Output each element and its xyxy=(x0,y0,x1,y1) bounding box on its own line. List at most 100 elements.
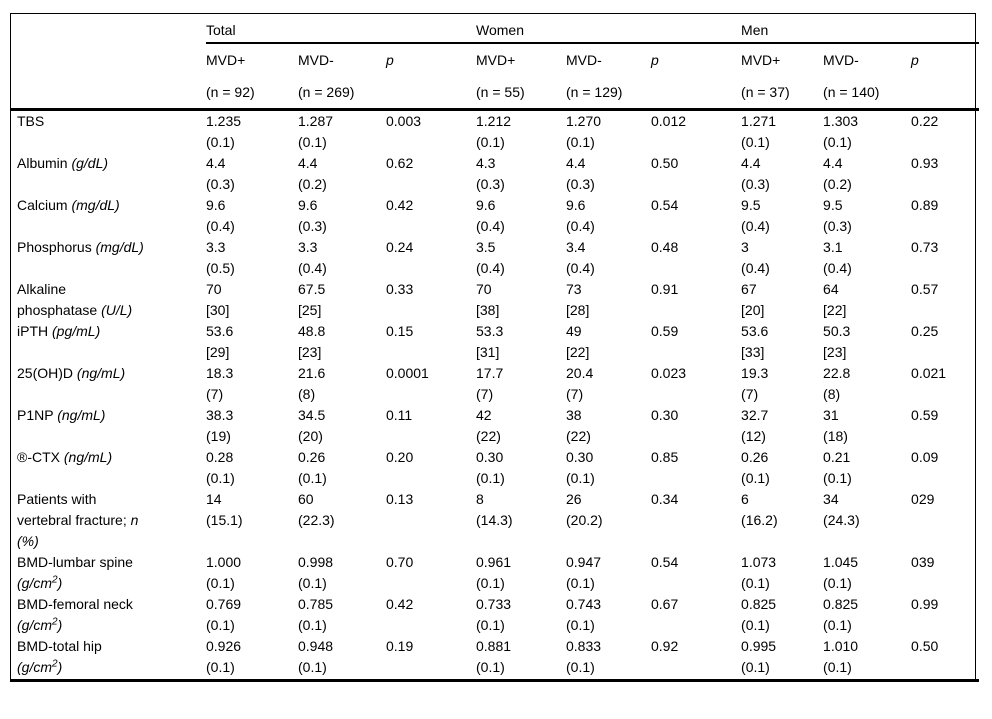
sub-header-cell: p xyxy=(911,43,980,111)
table-row: BMD-total hip (g/cm2) 0.926 (0.1) 0.948 (0.… xyxy=(11,636,980,682)
value-cell: 9.5 (0.4) xyxy=(741,197,770,234)
table-row: iPTH (pg/mL) 53.6 [29] 48.8 [23] 0.15 53.3 [… xyxy=(11,321,979,363)
row-label: P1NP (ng/mL) xyxy=(11,405,206,447)
p-value-cell: 0.93 xyxy=(911,155,939,171)
row-label-segment: 25(OH)D xyxy=(17,365,77,381)
p-value-cell: 029 xyxy=(911,491,935,507)
value-cell: 3.3 (0.4) xyxy=(298,239,327,276)
sub-header-cell: MVD- (n = 140) xyxy=(823,43,912,111)
p-value-cell: 0.59 xyxy=(911,407,939,423)
row-label-segment: Alkaline xyxy=(17,281,67,297)
table-row: Patients with vertebral fracture; n (%) 14 … xyxy=(11,489,979,552)
value-cell: 53.6 [29] xyxy=(206,323,234,360)
value-cell: 0.825 (0.1) xyxy=(741,596,777,633)
p-value-cell: 0.57 xyxy=(911,281,939,297)
sub-header-cell: MVD- (n = 269) xyxy=(298,43,386,111)
value-cell: 49 [22] xyxy=(566,323,590,360)
p-value-cell: 0.89 xyxy=(911,197,939,213)
table-row: BMD-lumbar spine (g/cm2) 1.000 (0.1) 0.998 … xyxy=(11,552,979,594)
row-label-segment: (ng/mL) xyxy=(57,407,106,423)
sub-header-line1: MVD+ xyxy=(206,52,246,68)
row-label-segment: TBS xyxy=(17,113,45,129)
row-label-segment: 2 xyxy=(52,616,58,628)
value-cell: 67 [20] xyxy=(741,281,765,318)
row-label: ®-CTX (ng/mL) xyxy=(11,447,206,489)
row-label-segment: Albumin xyxy=(17,155,72,171)
row-label-segment: vertebral fracture; xyxy=(17,512,131,528)
value-cell: 1.270 (0.1) xyxy=(566,113,602,150)
value-cell: 0.30 (0.1) xyxy=(476,449,505,486)
p-value-cell: 0.33 xyxy=(386,281,414,297)
value-cell: 20.4 (7) xyxy=(566,365,594,402)
p-value-cell: 0.42 xyxy=(386,596,414,612)
value-cell: 70 [38] xyxy=(476,281,500,318)
p-value-cell: 0.85 xyxy=(651,449,679,465)
sub-header-cell: p xyxy=(651,43,742,111)
value-cell: 0.733 (0.1) xyxy=(476,596,512,633)
sub-header-line2: (n = 92) xyxy=(206,84,255,100)
p-value-cell: 0.59 xyxy=(651,323,679,339)
sub-header-row: MVD+ (n = 92) MVD- (n = 269) p MVD+ (n = 55) MV… xyxy=(11,43,980,111)
value-cell: 38.3 (19) xyxy=(206,407,234,444)
sub-header-line1: p xyxy=(651,52,659,68)
value-cell: 0.26 (0.1) xyxy=(298,449,327,486)
value-cell: 1.212 (0.1) xyxy=(476,113,512,150)
p-value-cell: 0.13 xyxy=(386,491,414,507)
value-cell: 1.287 (0.1) xyxy=(298,113,334,150)
p-value-cell: 0.34 xyxy=(651,491,679,507)
value-cell: 0.30 (0.1) xyxy=(566,449,595,486)
row-label-segment: 2 xyxy=(52,574,58,586)
sub-header-line2: (n = 129) xyxy=(566,84,623,100)
p-value-cell: 0.15 xyxy=(386,323,414,339)
row-label-segment: (ng/mL) xyxy=(63,449,113,465)
row-label-segment: Calcium xyxy=(17,197,72,213)
value-cell: 3.1 (0.4) xyxy=(823,239,852,276)
row-label-segment: (mg/dL) xyxy=(95,239,144,255)
sub-header-line2: (n = 37) xyxy=(741,84,790,100)
table-row: BMD-femoral neck (g/cm2) 0.769 (0.1) 0.785 … xyxy=(11,594,979,636)
p-value-cell: 0.25 xyxy=(911,323,939,339)
value-cell: 22.8 (8) xyxy=(823,365,851,402)
p-value-cell: 0.99 xyxy=(911,596,939,612)
value-cell: 0.998 (0.1) xyxy=(298,554,334,591)
p-value-cell: 0.30 xyxy=(651,407,679,423)
row-label-segment: (%) xyxy=(17,533,39,549)
value-cell: 9.6 (0.4) xyxy=(206,197,235,234)
value-cell: 9.6 (0.3) xyxy=(298,197,327,234)
value-cell: 70 [30] xyxy=(206,281,230,318)
results-table-container: Total Women Men MVD+ (n = 92) MVD- (n = 269) p M… xyxy=(10,13,980,682)
table-row: TBS 1.235 (0.1) 1.287 (0.1) 0.003 1.212 (0.1… xyxy=(11,110,979,154)
p-value-cell: 0.62 xyxy=(386,155,414,171)
row-label-segment: (g/cm xyxy=(17,617,52,633)
row-label-segment: ) xyxy=(57,575,63,591)
value-cell: 4.4 (0.2) xyxy=(823,155,852,192)
header-stub-cell xyxy=(11,14,206,43)
value-cell: 18.3 (7) xyxy=(206,365,234,402)
row-label-segment: P1NP xyxy=(17,407,58,423)
value-cell: 34.5 (20) xyxy=(298,407,326,444)
value-cell: 4.3 (0.3) xyxy=(476,155,505,192)
value-cell: 0.995 (0.1) xyxy=(741,636,824,682)
header-stub-cell xyxy=(11,43,206,111)
row-label: Albumin (g/dL) xyxy=(11,153,206,195)
value-cell: 4.4 (0.2) xyxy=(298,155,327,192)
p-value-cell: 0.24 xyxy=(386,239,414,255)
row-label-segment: (U/L) xyxy=(101,302,133,318)
row-label-segment: Phosphorus xyxy=(17,239,96,255)
row-label: BMD-total hip (g/cm2) xyxy=(11,636,206,682)
sub-header-cell: p xyxy=(386,43,476,111)
value-cell: 3 (0.4) xyxy=(741,239,770,276)
row-label-segment: (mg/dL) xyxy=(71,197,120,213)
p-value-cell: 0.54 xyxy=(651,554,679,570)
p-value-cell: 0.22 xyxy=(911,113,939,129)
p-value-cell: 0.42 xyxy=(386,197,414,213)
row-label-segment: n xyxy=(130,512,139,528)
sub-header-line1: p xyxy=(911,52,919,68)
table-body: TBS 1.235 (0.1) 1.287 (0.1) 0.003 1.212 (0.1… xyxy=(11,110,980,682)
value-cell: 4.4 (0.3) xyxy=(206,155,235,192)
row-label: Alkaline phosphatase (U/L) xyxy=(11,279,206,321)
sub-header-line2 xyxy=(386,82,476,103)
p-value-cell: 0.91 xyxy=(651,281,679,297)
row-label-segment: ) xyxy=(57,659,63,675)
